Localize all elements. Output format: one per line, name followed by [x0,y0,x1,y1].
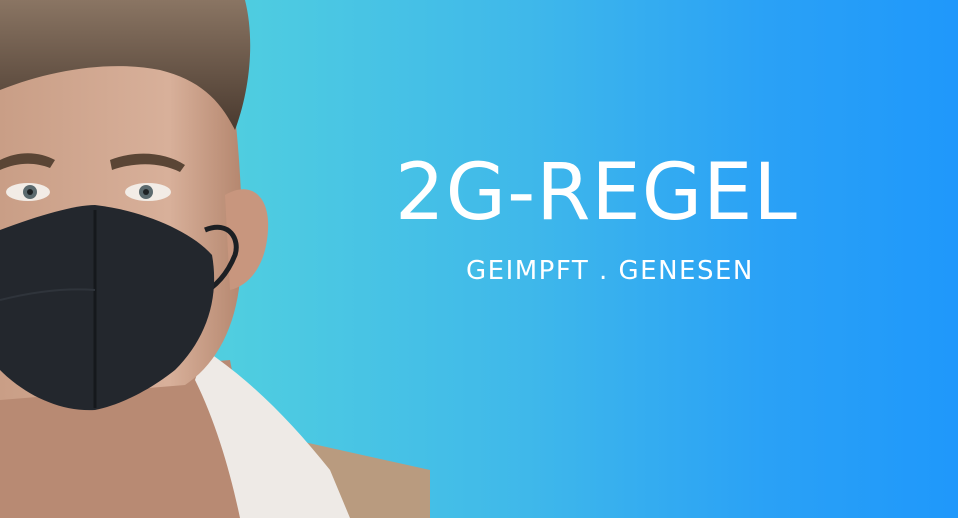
man-with-mask-photo [0,0,430,518]
subline: GEIMPFT . GENESEN [466,256,754,286]
right-eyebrow [110,153,185,172]
left-eyebrow [0,153,55,170]
fleece-collar [195,350,350,518]
face-mask [0,205,215,411]
hair [0,0,251,130]
headline: 2G-REGEL [395,148,798,238]
ear [225,189,269,290]
